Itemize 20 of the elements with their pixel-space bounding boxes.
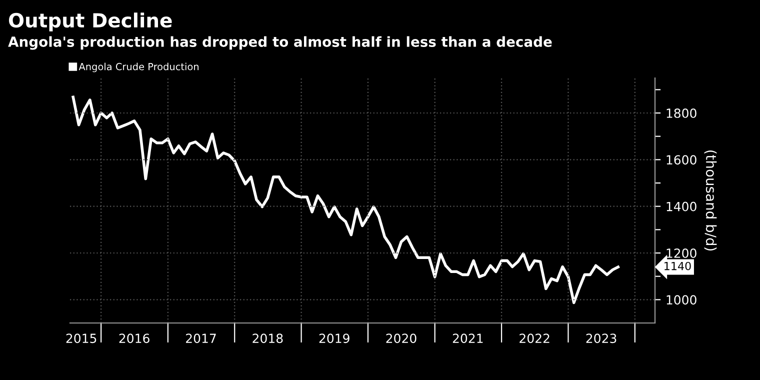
y-tick-label: 1600 <box>666 155 696 165</box>
x-tick-label: 2021 <box>452 334 483 344</box>
y-tick-label: 1800 <box>666 108 696 118</box>
text: 1140 <box>664 262 691 270</box>
x-tick-label: 2018 <box>252 334 283 344</box>
x-tick-label: 2019 <box>319 334 350 344</box>
chart-subtitle: Angola's production has dropped to almost half in less than a decade <box>8 36 552 50</box>
line-series <box>72 96 620 304</box>
x-tick-label: 2016 <box>119 334 150 344</box>
x-tick-label: 2017 <box>186 334 216 344</box>
x-tick-label: 2020 <box>386 334 416 344</box>
y-tick-label: 1000 <box>666 295 696 305</box>
y-tick-label: 1200 <box>666 248 696 258</box>
y-tick-label: 1400 <box>666 202 696 212</box>
chart-title: Output Decline <box>8 12 172 32</box>
x-tick-label: 2022 <box>520 334 550 344</box>
y-axis-title: (thousand b/d) <box>704 150 717 251</box>
x-tick-label: 2023 <box>586 334 616 344</box>
legend-label: Angola Crude Production <box>78 62 198 72</box>
x-tick-label: 2015 <box>66 334 96 344</box>
